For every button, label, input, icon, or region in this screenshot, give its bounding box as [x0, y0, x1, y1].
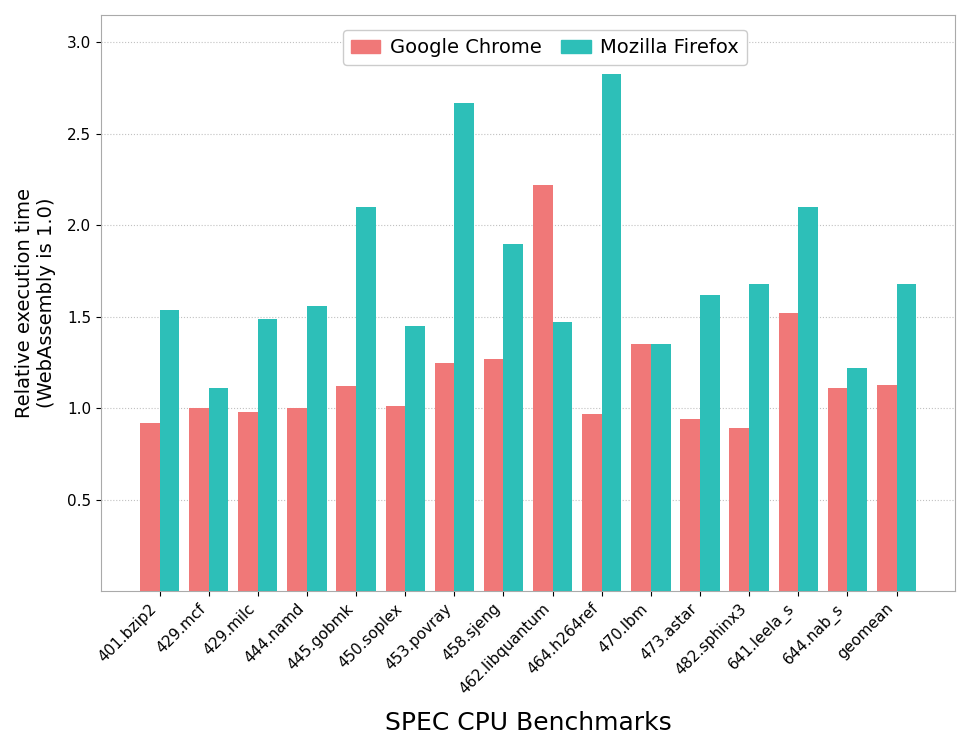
Y-axis label: Relative execution time
(WebAssembly is 1.0): Relative execution time (WebAssembly is …: [15, 188, 56, 418]
Bar: [532, 185, 552, 591]
Bar: [306, 306, 327, 591]
Bar: [287, 408, 306, 591]
Bar: [797, 207, 817, 591]
Bar: [258, 319, 277, 591]
Bar: [729, 428, 748, 591]
Bar: [434, 362, 453, 591]
Bar: [208, 388, 228, 591]
Bar: [876, 385, 895, 591]
Bar: [827, 388, 847, 591]
Bar: [700, 295, 719, 591]
Bar: [238, 412, 258, 591]
Bar: [336, 386, 356, 591]
Legend: Google Chrome, Mozilla Firefox: Google Chrome, Mozilla Firefox: [343, 31, 746, 65]
Bar: [453, 103, 474, 591]
Bar: [895, 284, 916, 591]
Bar: [159, 310, 179, 591]
Bar: [385, 406, 405, 591]
Bar: [601, 74, 621, 591]
Bar: [484, 359, 503, 591]
X-axis label: SPEC CPU Benchmarks: SPEC CPU Benchmarks: [385, 711, 671, 735]
Bar: [631, 344, 650, 591]
Bar: [189, 408, 208, 591]
Bar: [650, 344, 670, 591]
Bar: [140, 423, 159, 591]
Bar: [778, 314, 797, 591]
Bar: [503, 244, 522, 591]
Bar: [679, 419, 700, 591]
Bar: [748, 284, 768, 591]
Bar: [405, 326, 424, 591]
Bar: [356, 207, 375, 591]
Bar: [581, 414, 601, 591]
Bar: [552, 322, 572, 591]
Bar: [847, 368, 866, 591]
